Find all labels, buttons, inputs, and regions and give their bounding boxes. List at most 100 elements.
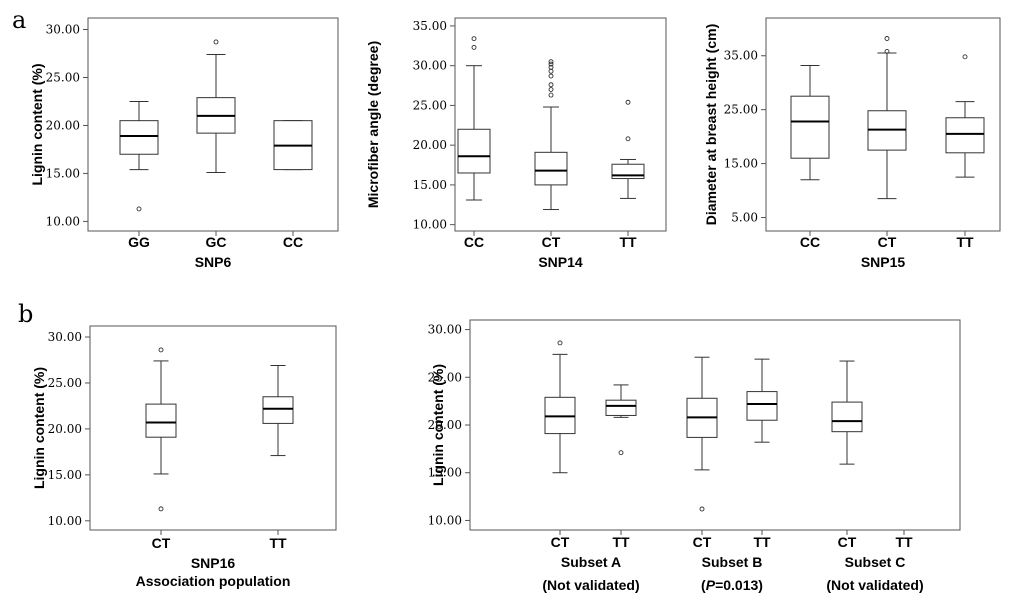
plot-frame	[89, 325, 337, 531]
y-axis-label: Lignin content (%)	[29, 63, 45, 185]
x-tick-label: TT	[956, 234, 974, 250]
x-tick-label: CT	[551, 534, 570, 550]
x-axis-label-2: Association population	[136, 573, 291, 589]
outlier-point	[962, 54, 968, 60]
y-tick-label: 30.00	[46, 23, 80, 37]
panel-letter-b: b	[18, 300, 33, 328]
box-tt	[605, 384, 637, 456]
y-tick-label: 10.00	[48, 514, 82, 528]
y-axis-label: Lignin content (%)	[31, 367, 47, 489]
group-label: Subset C	[845, 554, 906, 570]
y-tick-label: 20.00	[413, 138, 447, 152]
box-tt	[746, 358, 778, 443]
y-tick-label: 35.00	[413, 19, 447, 33]
box-ct	[867, 36, 907, 200]
group-note: (Not validated)	[826, 577, 923, 593]
box-ct	[544, 340, 576, 474]
y-tick-label: 20.00	[48, 422, 82, 436]
y-tick-label: 5.00	[731, 211, 758, 225]
y-tick-label: 20.00	[428, 418, 462, 432]
y-tick-label: 30.00	[413, 59, 447, 73]
box-ct	[145, 347, 177, 512]
y-axis-label: Microfiber angle (degree)	[365, 41, 381, 208]
y-tick-label: 10.00	[428, 513, 462, 527]
y-tick-label: 25.00	[46, 70, 80, 84]
y-tick-label: 15.00	[46, 166, 80, 180]
outlier-point	[136, 206, 142, 212]
chart-5: 10.00 15.00 20.00 25.00 30.00 Lignin content …	[428, 319, 961, 593]
y-tick-label: 20.00	[46, 118, 80, 132]
outlier-point	[625, 99, 631, 105]
y-tick-label: 10.00	[413, 218, 447, 232]
y-tick-label: 30.00	[428, 323, 462, 337]
x-tick-label: CT	[838, 534, 857, 550]
box-ct	[534, 59, 568, 211]
box-iqr	[262, 396, 294, 424]
y-tick-label: 25.00	[413, 98, 447, 112]
y-tick-label: 30.00	[48, 330, 82, 344]
x-tick-label: CT	[878, 234, 897, 250]
y-axis-label: Diameter at breast height (cm)	[703, 24, 719, 226]
outlier-point	[471, 44, 477, 50]
panel-letter-a: a	[12, 6, 26, 34]
x-axis-label: SNP14	[538, 254, 583, 270]
outlier-point	[699, 506, 705, 512]
y-tick-label: 25.00	[428, 370, 462, 384]
x-axis-label: SNP6	[195, 254, 232, 270]
box-ct	[831, 360, 863, 465]
outlier-point	[548, 92, 554, 98]
y-axis-label: Lignin content (%)	[430, 364, 446, 486]
x-tick-label: CT	[542, 234, 561, 250]
x-tick-label: TT	[753, 534, 771, 550]
y-tick-label: 25.00	[48, 376, 82, 390]
outlier-point	[548, 82, 554, 88]
outlier-point	[158, 506, 164, 512]
box-iqr	[457, 128, 491, 174]
group-note: (Not validated)	[542, 577, 639, 593]
box-gc	[196, 39, 236, 173]
x-tick-label: TT	[612, 534, 630, 550]
box-tt	[945, 54, 985, 178]
box-iqr	[119, 120, 159, 155]
group-note-suffix: =0.013)	[715, 577, 763, 593]
chart-4: 10.00 15.00 20.00 25.00 30.00 Lignin content …	[31, 325, 337, 589]
charts-group: 10.00 15.00 20.00 25.00 30.00 Lignin content …	[29, 17, 1001, 593]
outlier-point	[548, 73, 554, 79]
x-tick-label: TT	[895, 534, 913, 550]
box-iqr	[605, 399, 637, 416]
box-gg	[119, 100, 159, 212]
outlier-point	[158, 347, 164, 353]
box-iqr	[746, 391, 778, 421]
box-iqr	[145, 403, 177, 438]
x-axis-label: SNP15	[861, 254, 906, 270]
x-tick-label: CC	[464, 234, 484, 250]
x-axis-label: SNP16	[191, 555, 236, 571]
box-iqr	[611, 163, 645, 180]
outlier-point	[548, 59, 554, 65]
outlier-point	[884, 48, 890, 54]
plot-frame	[765, 17, 1001, 232]
y-tick-label: 10.00	[46, 214, 80, 228]
chart-3: 5.00 15.00 25.00 35.00 Diameter at breast he…	[703, 17, 1001, 270]
x-tick-label: TT	[619, 234, 637, 250]
x-tick-label: TT	[269, 535, 287, 551]
x-tick-label: CT	[693, 534, 712, 550]
outlier-point	[618, 450, 624, 456]
outlier-point	[884, 36, 890, 41]
group-note: (P=0.013)	[701, 577, 763, 593]
box-ct	[686, 356, 718, 512]
plot-frame	[87, 17, 339, 232]
outlier-point	[557, 340, 563, 346]
y-tick-label: 25.00	[724, 103, 758, 117]
outlier-point	[625, 136, 631, 142]
outlier-point	[471, 36, 477, 42]
x-tick-label: GC	[206, 234, 227, 250]
outlier-point	[548, 87, 554, 92]
outlier-point	[548, 61, 554, 67]
x-tick-label: CC	[800, 234, 820, 250]
outlier-point	[548, 68, 554, 74]
chart-1: 10.00 15.00 20.00 25.00 30.00 Lignin content …	[29, 17, 339, 270]
group-note-italic: P	[706, 577, 716, 593]
group-note-prefix: (	[701, 577, 706, 593]
